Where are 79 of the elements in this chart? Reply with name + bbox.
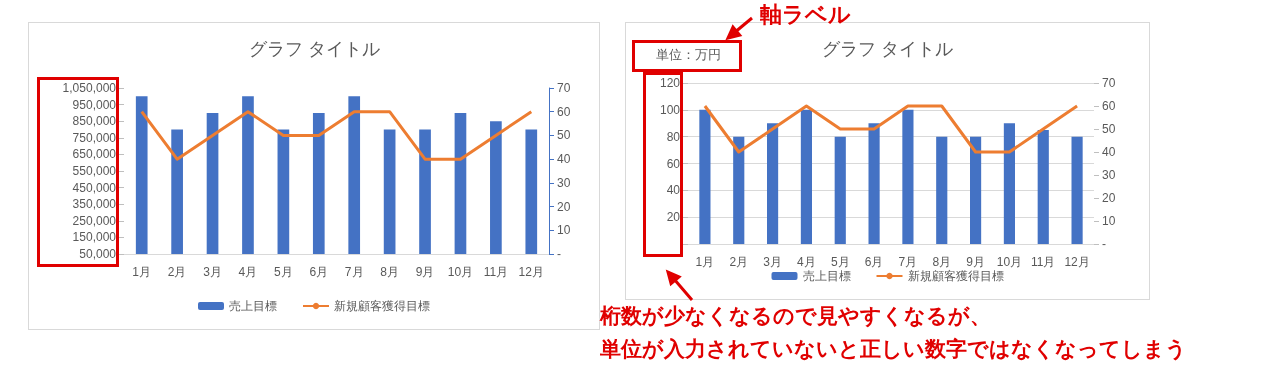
x-tick-label: 8月 [932, 255, 952, 269]
x-tick-label: 3月 [203, 265, 222, 279]
legend-label: 売上目標 [802, 269, 851, 283]
y-tick-label: 150,000 [72, 230, 117, 245]
y-tick-label: 120 [659, 76, 681, 90]
text: 軸ラベル [760, 1, 851, 29]
y-tick-label: 550,000 [72, 164, 117, 178]
bar [1003, 123, 1015, 244]
x-tick-label: 9月 [415, 265, 435, 279]
bar [733, 136, 745, 244]
y-tick-label: 950,000 [72, 97, 117, 112]
legend-label: 新規顧客獲得目標 [334, 299, 430, 313]
y-tick-label: 40 [666, 183, 681, 198]
y-tick-label: 1,050,000 [62, 81, 117, 95]
bar [767, 123, 779, 244]
chart-title: グラフ タイトル [821, 39, 954, 59]
y2-tick-label: 30 [557, 175, 571, 190]
y-tick-label: 60 [666, 156, 681, 171]
x-tick-label: 7月 [344, 265, 364, 279]
y2-tick-label: - [1102, 237, 1106, 251]
y2-tick-label: 50 [1102, 122, 1116, 136]
x-tick-label: 12月 [518, 265, 544, 279]
chart-title: グラフ タイトル [248, 39, 380, 59]
y2-tick-label: 40 [1102, 145, 1116, 159]
y-tick-label: 750,000 [72, 130, 117, 145]
bar [800, 109, 812, 244]
y2-tick-label: 50 [557, 128, 571, 143]
legend-label: 売上目標 [229, 299, 277, 313]
x-tick-label: 1月 [695, 255, 715, 269]
y-tick-label: 850,000 [72, 114, 117, 129]
y2-tick-label: 30 [1102, 168, 1116, 182]
y-tick-label: 50,000 [79, 247, 117, 261]
x-tick-label: 8月 [380, 265, 399, 279]
y-tick-label: 450,000 [72, 180, 117, 195]
y-tick-label: 20 [666, 210, 681, 225]
bar [970, 136, 982, 244]
x-tick-label: 10月 [447, 265, 474, 279]
x-tick-label: 11月 [1031, 255, 1056, 269]
y2-tick-label: 60 [1102, 99, 1116, 113]
y2-tick-label: 20 [557, 199, 571, 214]
x-tick-label: 12月 [1064, 255, 1090, 269]
y-tick-label: 650,000 [72, 147, 117, 162]
x-tick-label: 6月 [309, 265, 329, 279]
x-tick-label: 7月 [898, 255, 918, 269]
y2-tick-label: 40 [557, 152, 571, 167]
y2-tick-label: - [557, 247, 561, 261]
y2-tick-label: 60 [557, 104, 571, 119]
x-tick-label: 5月 [830, 255, 850, 269]
y2-tick-label: 10 [557, 223, 571, 238]
bar [936, 136, 948, 244]
bar [902, 109, 914, 244]
x-tick-label: 10月 [996, 255, 1023, 269]
x-tick-label: 2月 [167, 265, 187, 279]
x-tick-label: 9月 [966, 255, 985, 269]
y-tick-label: 100 [659, 102, 681, 117]
x-tick-label: 2月 [729, 255, 749, 269]
x-tick-label: 3月 [763, 255, 782, 269]
x-tick-label: 4月 [238, 265, 258, 279]
y2-tick-label: 70 [1102, 76, 1116, 90]
bar [834, 136, 846, 244]
x-tick-label: 6月 [864, 255, 884, 269]
y2-tick-label: 20 [1102, 191, 1116, 205]
text: 桁数が少なくなるので見やすくなるが、 [600, 303, 991, 330]
y-tick-label: 80 [666, 129, 681, 144]
y2-tick-label: 70 [557, 81, 571, 95]
y-axis-title: 単位：万円 [655, 47, 721, 62]
y-tick-label: 250,000 [72, 213, 117, 228]
text: 単位が入力されていないと正しい数字ではなくなってしまう [600, 336, 1187, 363]
bar [868, 123, 880, 244]
x-tick-label: 1月 [132, 265, 152, 279]
x-tick-label: 4月 [797, 255, 816, 269]
legend-label: 新規顧客獲得目標 [907, 269, 1004, 283]
y-tick-label: 350,000 [72, 197, 117, 212]
x-tick-label: 5月 [274, 265, 293, 279]
bar [1071, 136, 1083, 244]
bar [699, 109, 711, 244]
y2-tick-label: 10 [1102, 214, 1116, 228]
bar [1037, 129, 1049, 244]
x-tick-label: 11月 [483, 265, 509, 279]
